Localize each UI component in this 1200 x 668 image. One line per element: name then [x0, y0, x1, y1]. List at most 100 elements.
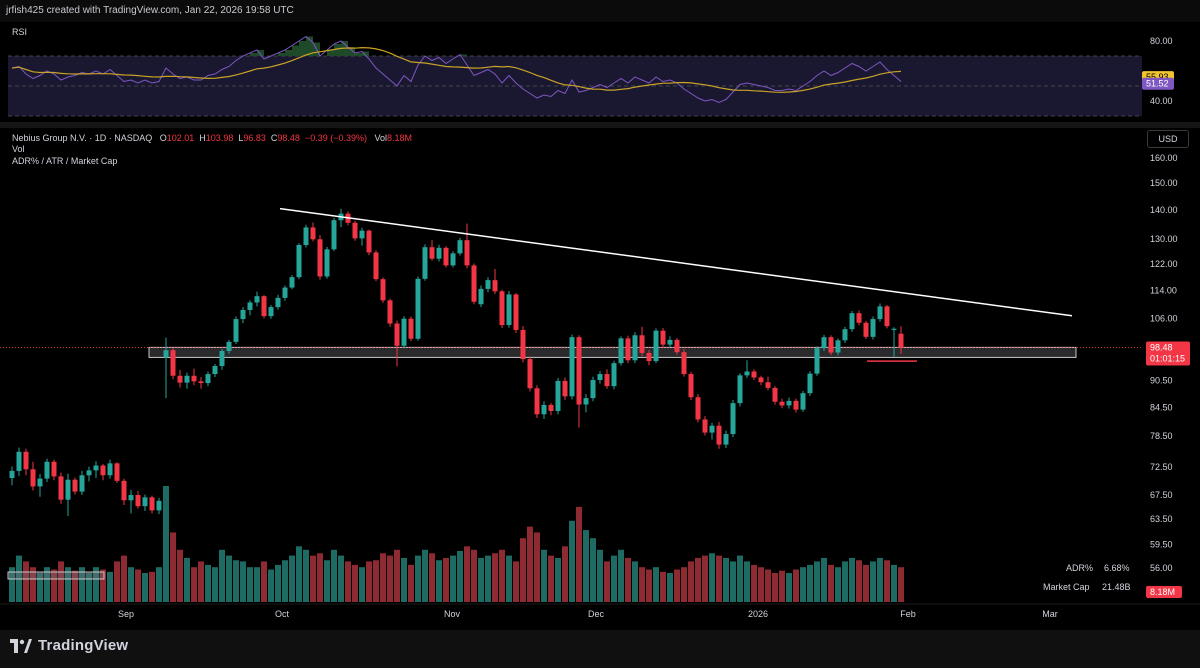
candle[interactable]	[184, 375, 190, 383]
candle[interactable]	[275, 297, 281, 308]
candle[interactable]	[779, 401, 785, 406]
candle[interactable]	[128, 495, 134, 501]
candle[interactable]	[807, 373, 813, 394]
candle[interactable]	[667, 339, 673, 345]
candle[interactable]	[163, 350, 169, 358]
candle[interactable]	[331, 220, 337, 250]
candle[interactable]	[72, 479, 78, 492]
candle[interactable]	[702, 419, 708, 433]
candle[interactable]	[324, 249, 330, 277]
candle[interactable]	[485, 280, 491, 289]
candle[interactable]	[9, 470, 15, 479]
candle[interactable]	[541, 404, 547, 415]
candle[interactable]	[254, 296, 260, 303]
candle[interactable]	[793, 400, 799, 410]
candle[interactable]	[471, 265, 477, 302]
candle[interactable]	[93, 465, 99, 471]
candle[interactable]	[828, 337, 834, 353]
candle[interactable]	[618, 338, 624, 364]
candle[interactable]	[240, 309, 246, 320]
trendline[interactable]	[279, 207, 1073, 317]
candle[interactable]	[891, 328, 897, 330]
candle[interactable]	[30, 469, 36, 487]
candle[interactable]	[408, 318, 414, 339]
candle[interactable]	[548, 404, 554, 411]
candle[interactable]	[716, 425, 722, 445]
candle[interactable]	[765, 382, 771, 388]
candle[interactable]	[100, 465, 106, 476]
price-axis[interactable]	[1142, 128, 1200, 628]
candle[interactable]	[401, 318, 407, 346]
candle[interactable]	[422, 247, 428, 279]
candle[interactable]	[478, 288, 484, 305]
candle[interactable]	[639, 335, 645, 353]
candle[interactable]	[261, 296, 267, 317]
candle[interactable]	[562, 380, 568, 397]
candle[interactable]	[16, 451, 22, 471]
candle[interactable]	[359, 230, 365, 239]
candle[interactable]	[464, 240, 470, 266]
candle[interactable]	[317, 239, 323, 277]
candle[interactable]	[226, 341, 232, 351]
candle[interactable]	[632, 335, 638, 361]
candle[interactable]	[86, 470, 92, 476]
candle[interactable]	[583, 398, 589, 405]
candle[interactable]	[198, 381, 204, 384]
candle[interactable]	[772, 387, 778, 402]
candle[interactable]	[534, 388, 540, 415]
candle[interactable]	[576, 337, 582, 405]
volume-indicator-label[interactable]: Vol	[12, 144, 25, 154]
candle[interactable]	[296, 245, 302, 278]
pane-separator[interactable]	[0, 122, 1200, 128]
candle[interactable]	[737, 375, 743, 404]
candle[interactable]	[695, 397, 701, 420]
candle[interactable]	[429, 247, 435, 259]
candle[interactable]	[674, 339, 680, 353]
candle[interactable]	[142, 497, 148, 507]
candle[interactable]	[506, 294, 512, 326]
candle[interactable]	[653, 330, 659, 362]
adr-indicator-label[interactable]: ADR% / ATR / Market Cap	[12, 156, 118, 166]
candle[interactable]	[604, 374, 610, 387]
candle[interactable]	[821, 337, 827, 349]
candle[interactable]	[65, 479, 71, 500]
candle[interactable]	[58, 476, 64, 500]
candle[interactable]	[835, 340, 841, 353]
candle[interactable]	[800, 393, 806, 410]
candle[interactable]	[450, 253, 456, 266]
candle[interactable]	[877, 306, 883, 320]
candle[interactable]	[625, 338, 631, 361]
candle[interactable]	[107, 463, 113, 476]
candle[interactable]	[884, 306, 890, 327]
candle[interactable]	[730, 403, 736, 435]
candle[interactable]	[758, 377, 764, 383]
candle[interactable]	[51, 461, 57, 477]
candle[interactable]	[310, 227, 316, 240]
candle[interactable]	[492, 280, 498, 292]
candle[interactable]	[135, 495, 141, 507]
candle[interactable]	[303, 227, 309, 246]
candle[interactable]	[555, 380, 561, 411]
candle[interactable]	[373, 252, 379, 280]
candle[interactable]	[37, 478, 43, 487]
candle[interactable]	[856, 313, 862, 323]
candle[interactable]	[233, 319, 239, 342]
candle[interactable]	[863, 322, 869, 337]
candle[interactable]	[457, 240, 463, 254]
candle[interactable]	[289, 277, 295, 288]
candle[interactable]	[268, 307, 274, 317]
candle[interactable]	[814, 348, 820, 374]
candle[interactable]	[751, 371, 757, 378]
rsi-ma-line[interactable]	[11, 46, 902, 93]
candle[interactable]	[870, 319, 876, 337]
candle[interactable]	[352, 222, 358, 239]
candle[interactable]	[394, 323, 400, 346]
currency-button[interactable]: USD	[1147, 130, 1189, 148]
candle[interactable]	[513, 294, 519, 330]
candle[interactable]	[247, 302, 253, 310]
candle[interactable]	[709, 425, 715, 433]
price-pane[interactable]: 160.00 150.00 140.00 130.00 122.00 114.00 106.…	[0, 128, 1200, 628]
candle[interactable]	[520, 329, 526, 360]
candle[interactable]	[170, 350, 176, 376]
